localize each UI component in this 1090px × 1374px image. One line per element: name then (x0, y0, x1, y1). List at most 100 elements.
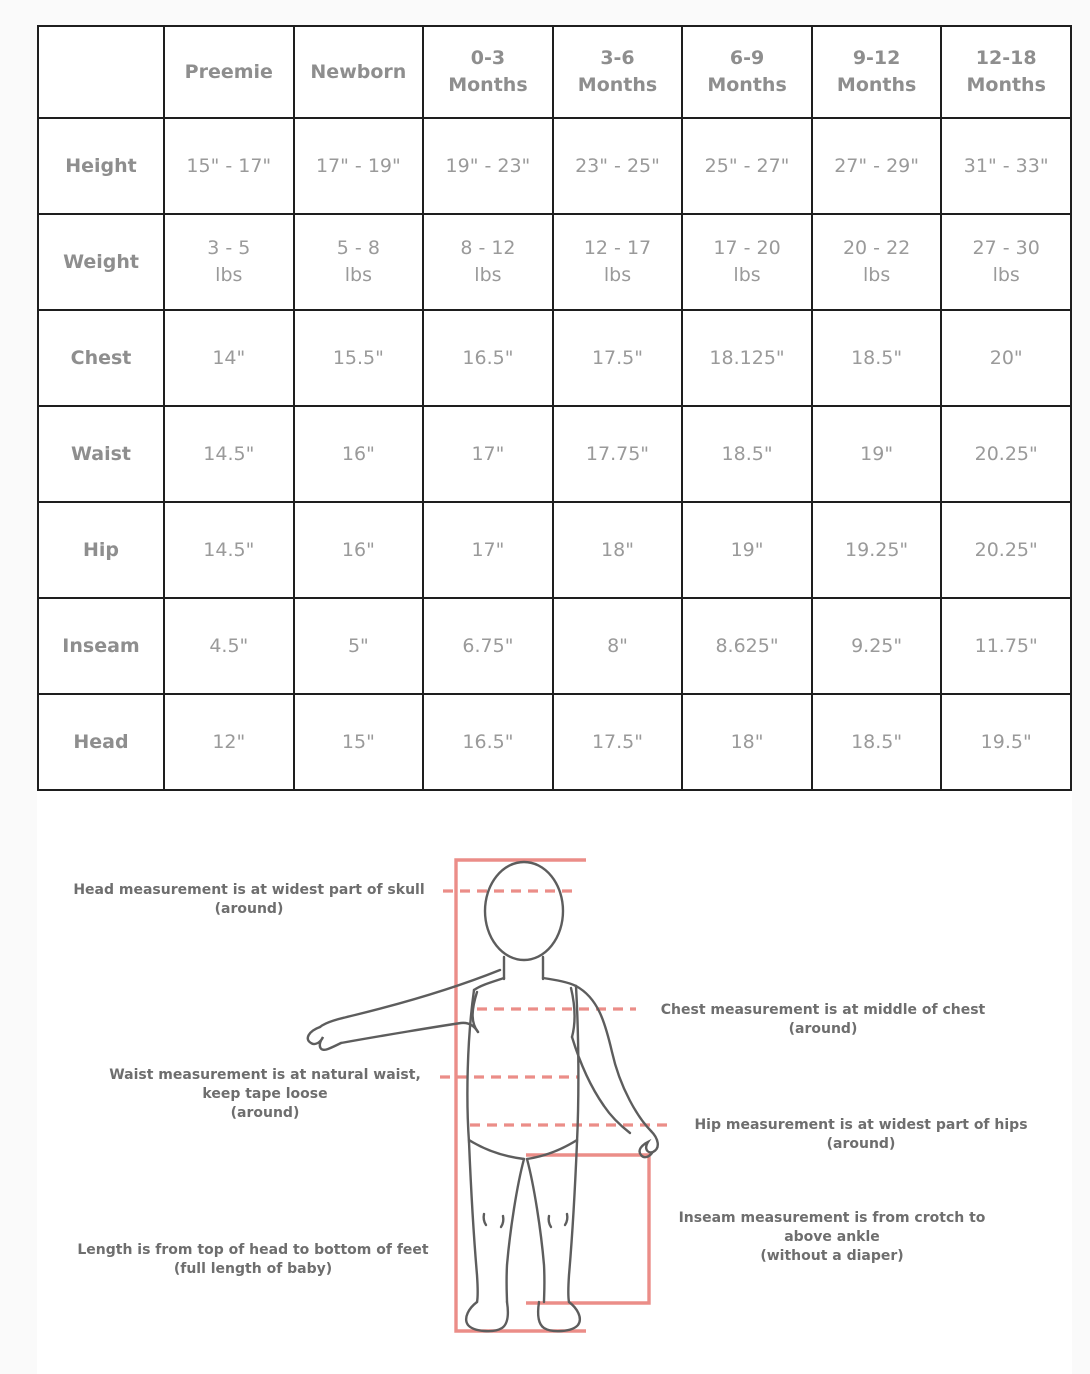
size-chart-header: Preemie Newborn 0-3 Months 3-6 Months 6-9 Mo… (36, 25, 1072, 119)
column-header: 6-9 Months (681, 25, 813, 119)
baby-knee-mark-3 (547, 1214, 553, 1229)
table-cell: 17" (422, 405, 554, 503)
table-cell: 8.625" (681, 597, 813, 695)
table-cell: 17" - 19" (292, 117, 425, 215)
column-header: 0-3 Months (422, 25, 554, 119)
table-row: Head 12" 15" 16.5" 17.5" 18" 18.5" 19.5" (36, 693, 1072, 791)
header-row: Preemie Newborn 0-3 Months 3-6 Months 6-9 Mo… (36, 25, 1072, 119)
table-cell: 16.5" (422, 693, 554, 791)
row-label: Height (36, 117, 166, 215)
baby-torso-right (574, 984, 580, 1144)
column-header: 3-6 Months (551, 25, 684, 119)
row-label: Weight (36, 213, 166, 311)
table-cell: 12 - 17 lbs (551, 213, 684, 311)
table-cell: 18.125" (681, 309, 813, 407)
table-cell: 19.25" (810, 501, 943, 599)
table-cell: 18" (551, 501, 684, 599)
table-cell: 27" - 29" (810, 117, 943, 215)
baby-sleeve-seam-right (569, 986, 576, 1039)
table-cell: 20" (940, 309, 1072, 407)
baby-hip-curve-left (467, 1138, 526, 1161)
baby-figure-illustration (306, 858, 667, 1333)
table-cell: 23" - 25" (551, 117, 684, 215)
table-row: Weight 3 - 5 lbs 5 - 8 lbs 8 - 12 lbs 12 - 1… (36, 213, 1072, 311)
content-panel: Preemie Newborn 0-3 Months 3-6 Months 6-9 Mo… (36, 25, 1072, 1374)
table-cell: 9.25" (810, 597, 943, 695)
table-cell: 18" (681, 693, 813, 791)
head-measurement-note: Head measurement is at widest part of sk… (73, 882, 425, 917)
column-header: Preemie (163, 25, 295, 119)
baby-knee-mark-4 (563, 1212, 569, 1227)
row-label: Hip (36, 501, 166, 599)
table-cell: 25" - 27" (681, 117, 813, 215)
table-cell: 15" - 17" (163, 117, 295, 215)
baby-hand-right (638, 1129, 659, 1159)
table-cell: 19.5" (940, 693, 1072, 791)
table-cell: 5 - 8 lbs (292, 213, 425, 311)
baby-arm-left-top (318, 968, 502, 1029)
baby-arm-right-outer (574, 984, 653, 1133)
baby-leg-right-outer (567, 1140, 579, 1304)
baby-hip-curve-right (525, 1138, 579, 1161)
inseam-bracket (526, 1153, 651, 1305)
inseam-measurement-note: Inseam measurement is from crotch to abo… (678, 1210, 986, 1264)
table-cell: 19" (810, 405, 943, 503)
baby-torso-left (466, 988, 476, 1144)
table-cell: 12" (163, 693, 295, 791)
baby-shoulder-left (472, 976, 506, 992)
table-row: Height 15" - 17" 17" - 19" 19" - 23" 23" - 2… (36, 117, 1072, 215)
table-cell: 8" (551, 597, 684, 695)
table-cell: 27 - 30 lbs (940, 213, 1072, 311)
column-header: 9-12 Months (810, 25, 943, 119)
table-cell: 18.5" (810, 309, 943, 407)
hip-measurement-note: Hip measurement is at widest part of hip… (694, 1117, 1028, 1152)
table-cell: 5" (292, 597, 425, 695)
table-row: Chest 14" 15.5" 16.5" 17.5" 18.125" 18.5" 20" (36, 309, 1072, 407)
baby-leg-left-inner (505, 1157, 526, 1304)
corner-cell (36, 25, 166, 119)
table-cell: 15" (292, 693, 425, 791)
table-cell: 20.25" (940, 405, 1072, 503)
column-header: Newborn (292, 25, 425, 119)
table-row: Inseam 4.5" 5" 6.75" 8" 8.625" 9.25" 11.75" (36, 597, 1072, 695)
waist-measurement-note: Waist measurement is at natural waist, k… (109, 1067, 421, 1121)
measurement-diagram: Head measurement is at widest part of sk… (0, 840, 1090, 1374)
table-cell: 16.5" (422, 309, 554, 407)
table-cell: 20 - 22 lbs (810, 213, 943, 311)
table-cell: 18.5" (810, 693, 943, 791)
table-cell: 18.5" (681, 405, 813, 503)
length-measurement-note: Length is from top of head to bottom of … (77, 1242, 429, 1277)
table-cell: 16" (292, 405, 425, 503)
table-cell: 17.75" (551, 405, 684, 503)
table-cell: 19" (681, 501, 813, 599)
table-row: Waist 14.5" 16" 17" 17.75" 18.5" 19" 20.25" (36, 405, 1072, 503)
table-cell: 17 - 20 lbs (681, 213, 813, 311)
table-cell: 16" (292, 501, 425, 599)
baby-leg-left-outer (467, 1140, 479, 1304)
baby-head (483, 860, 565, 962)
baby-foot-left (464, 1300, 510, 1333)
table-cell: 6.75" (422, 597, 554, 695)
row-label: Inseam (36, 597, 166, 695)
baby-foot-right (536, 1300, 582, 1333)
table-cell: 19" - 23" (422, 117, 554, 215)
size-chart-table: Preemie Newborn 0-3 Months 3-6 Months 6-9 Mo… (36, 25, 1072, 791)
table-cell: 8 - 12 lbs (422, 213, 554, 311)
row-label: Head (36, 693, 166, 791)
table-cell: 31" - 33" (940, 117, 1072, 215)
table-cell: 11.75" (940, 597, 1072, 695)
baby-knee-mark-1 (482, 1212, 488, 1227)
table-cell: 15.5" (292, 309, 425, 407)
chest-measurement-note: Chest measurement is at middle of chest … (660, 1002, 986, 1037)
table-cell: 17" (422, 501, 554, 599)
baby-arm-right-inner (570, 1035, 632, 1135)
table-cell: 14" (163, 309, 295, 407)
baby-arm-left-bottom (339, 1021, 480, 1045)
column-header: 12-18 Months (940, 25, 1072, 119)
table-cell: 3 - 5 lbs (163, 213, 295, 311)
table-cell: 14.5" (163, 405, 295, 503)
baby-outline (306, 860, 659, 1333)
baby-hand-left (306, 1025, 343, 1051)
baby-leg-right-inner (525, 1157, 546, 1304)
baby-knee-mark-2 (499, 1214, 505, 1229)
